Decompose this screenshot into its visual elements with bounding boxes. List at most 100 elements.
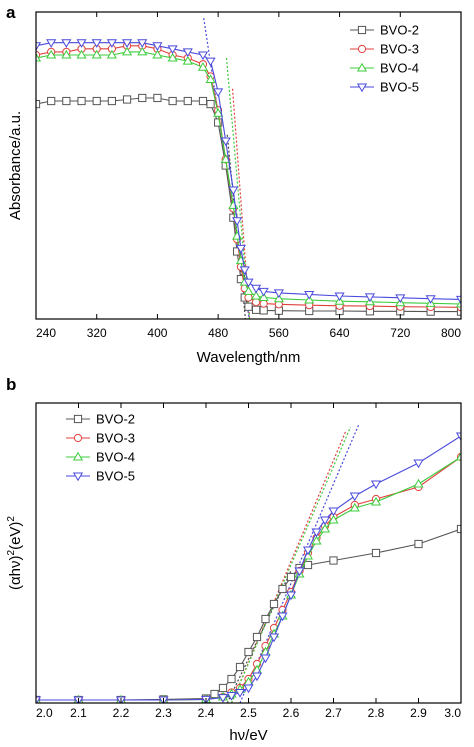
panel-label: b <box>6 375 16 394</box>
data-point-bvo-4 <box>91 49 102 59</box>
data-point-bvo-4 <box>122 46 133 56</box>
data-point-bvo-5 <box>273 289 284 299</box>
legend-marker-bvo-5 <box>356 83 368 93</box>
x-tick-label: 800 <box>441 326 461 340</box>
data-point-bvo-4 <box>455 451 461 461</box>
y-axis-label-part: (αhν) <box>7 555 24 590</box>
data-point-bvo-4 <box>46 49 57 59</box>
data-point-bvo-5 <box>61 39 72 48</box>
data-point-bvo-2 <box>77 96 86 106</box>
data-point-bvo-5 <box>226 692 237 701</box>
y-axis-label-superscript: 2 <box>6 549 17 555</box>
data-point-bvo-4 <box>349 502 360 512</box>
data-point-bvo-5 <box>334 292 345 302</box>
data-point-bvo-5 <box>205 57 216 67</box>
data-point-bvo-4 <box>243 286 254 295</box>
data-point-bvo-4 <box>36 52 42 62</box>
data-point-bvo-5 <box>197 51 209 61</box>
data-point-bvo-2 <box>252 632 262 642</box>
data-point-bvo-2 <box>278 584 287 594</box>
x-tick-label: 2.5 <box>240 706 257 720</box>
data-point-bvo-4 <box>167 52 178 62</box>
x-tick-label: 2.7 <box>325 706 342 720</box>
x-axis-label: Wavelength/nm <box>197 349 301 366</box>
x-tick-label: 2.9 <box>410 706 427 720</box>
y-axis-label: Absorbance/a.u. <box>7 111 24 220</box>
data-point-bvo-5 <box>91 39 102 48</box>
data-point-bvo-5 <box>36 42 42 51</box>
legend-label-bvo-3: BVO-3 <box>380 42 419 57</box>
data-point-bvo-2 <box>371 548 381 558</box>
data-point-bvo-2 <box>183 96 192 106</box>
legend-marker-bvo-4 <box>72 451 84 461</box>
data-point-bvo-5 <box>232 217 243 226</box>
data-point-bvo-5 <box>106 39 117 48</box>
data-point-bvo-5 <box>294 567 305 577</box>
data-point-bvo-5 <box>277 612 288 622</box>
data-point-bvo-5 <box>239 266 250 276</box>
data-point-bvo-5 <box>122 39 133 48</box>
x-tick-label: 560 <box>269 326 289 340</box>
data-point-bvo-2 <box>244 302 253 311</box>
data-point-bvo-2 <box>218 683 228 693</box>
legend-label-bvo-4: BVO-4 <box>96 450 135 465</box>
x-tick-label: 2.2 <box>113 706 130 720</box>
data-point-bvo-5 <box>311 528 322 538</box>
data-point-bvo-2 <box>62 96 71 106</box>
data-point-bvo-5 <box>349 492 360 502</box>
data-point-bvo-4 <box>228 200 239 209</box>
plot-frame <box>35 11 462 320</box>
data-point-bvo-5 <box>182 48 193 58</box>
data-point-bvo-4 <box>61 49 72 59</box>
data-point-bvo-2 <box>244 647 253 657</box>
data-point-bvo-4 <box>319 523 331 533</box>
data-point-bvo-5 <box>455 432 461 442</box>
x-tick-label: 2.0 <box>36 706 53 720</box>
data-point-bvo-5 <box>258 287 269 297</box>
data-point-bvo-4 <box>106 49 117 59</box>
data-point-bvo-5 <box>251 672 263 682</box>
x-axis-label: hν/eV <box>229 727 267 744</box>
data-point-bvo-5 <box>425 295 436 304</box>
x-tick-label: 2.6 <box>283 706 300 720</box>
x-tick-label: 3.0 <box>444 706 461 720</box>
data-point-bvo-4 <box>273 293 284 303</box>
data-point-bvo-5 <box>364 293 375 303</box>
data-point-bvo-5 <box>217 694 229 703</box>
data-point-bvo-2 <box>251 305 261 314</box>
data-point-bvo-5 <box>285 591 297 601</box>
data-point-bvo-2 <box>92 96 101 106</box>
data-point-bvo-2 <box>138 93 147 103</box>
data-point-bvo-5 <box>228 186 239 196</box>
series-line-bvo-4 <box>36 456 461 701</box>
data-point-bvo-2 <box>259 306 268 315</box>
data-point-bvo-5 <box>413 459 424 469</box>
data-point-bvo-4 <box>137 46 148 56</box>
tangent-line-bvo-5 <box>239 423 360 703</box>
data-point-bvo-5 <box>36 696 42 703</box>
data-point-bvo-4 <box>370 496 382 506</box>
data-point-bvo-4 <box>213 108 224 117</box>
data-point-bvo-4 <box>205 74 216 84</box>
data-point-bvo-2 <box>168 96 177 106</box>
x-tick-label: 2.4 <box>198 706 215 720</box>
series-line-bvo-2 <box>36 528 461 701</box>
data-point-bvo-5 <box>268 633 280 643</box>
legend-label-bvo-2: BVO-2 <box>96 412 135 427</box>
data-point-bvo-5 <box>167 45 178 55</box>
data-point-bvo-4 <box>152 49 163 59</box>
data-point-bvo-2 <box>303 560 313 570</box>
legend-marker-bvo-3 <box>73 433 83 443</box>
legend-marker-bvo-5 <box>72 472 84 482</box>
data-point-bvo-5 <box>213 88 224 98</box>
data-point-bvo-2 <box>269 599 279 609</box>
legend-marker-bvo-4 <box>356 62 368 72</box>
x-tick-label: 400 <box>147 326 167 340</box>
data-point-bvo-5 <box>319 516 331 526</box>
data-point-bvo-4 <box>76 49 87 59</box>
data-point-bvo-5 <box>455 295 461 305</box>
data-point-bvo-3 <box>251 298 261 307</box>
x-tick-label: 2.8 <box>368 706 385 720</box>
tangent-line-bvo-5 <box>203 18 250 319</box>
data-point-bvo-5 <box>251 284 262 294</box>
